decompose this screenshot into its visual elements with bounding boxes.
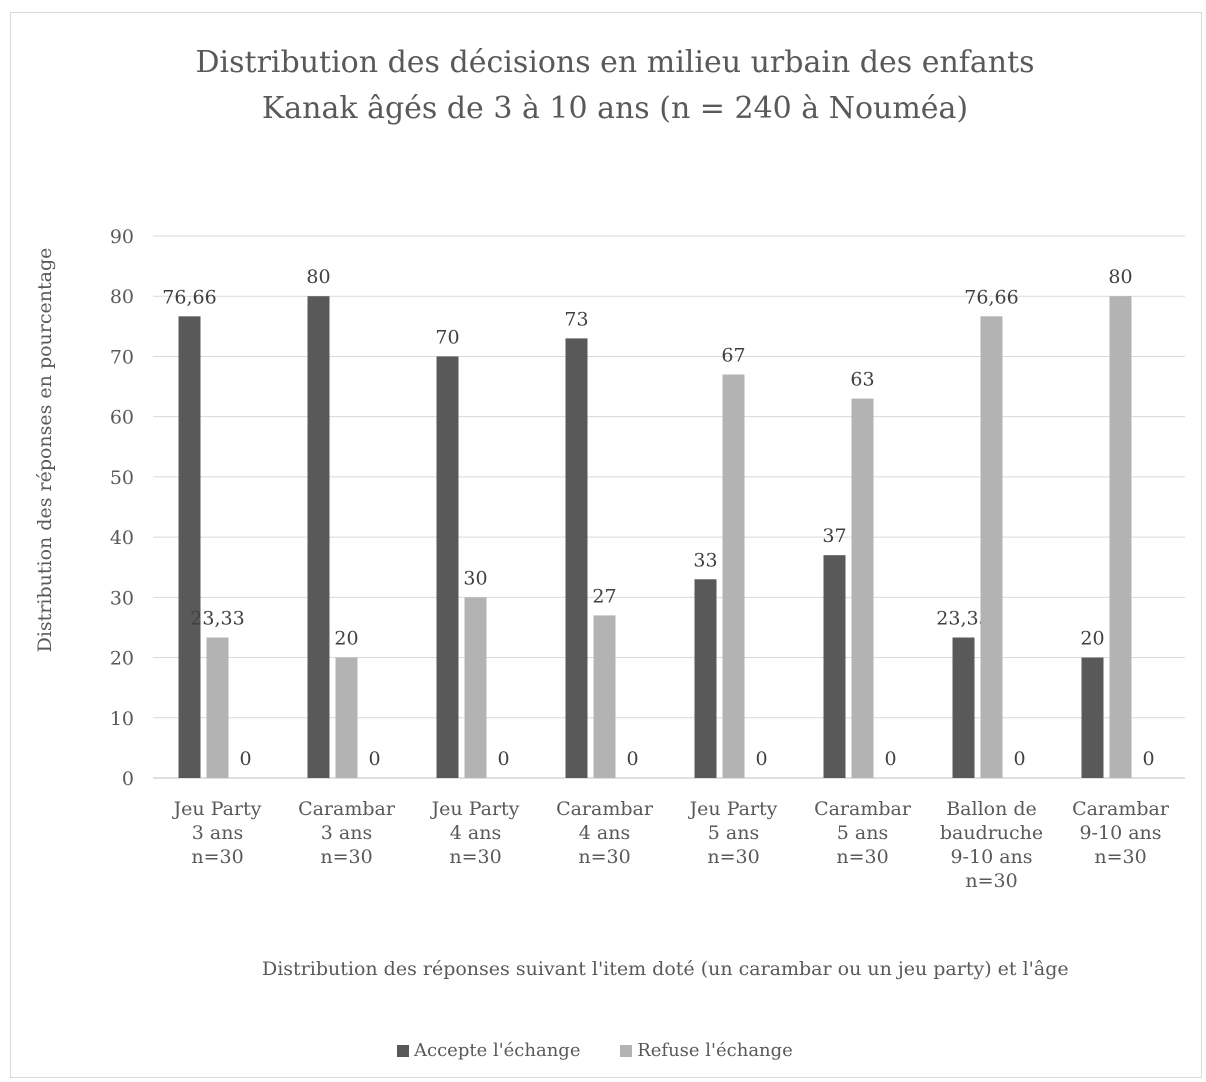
x-tick-label: n=30: [191, 846, 243, 868]
bar: [565, 338, 588, 778]
y-tick-label: 90: [110, 226, 134, 248]
chart-frame: [10, 12, 1202, 1078]
data-label: 0: [755, 748, 767, 770]
x-tick-label: Carambar: [1072, 798, 1170, 820]
bar: [178, 316, 201, 778]
x-tick-label: Jeu Party: [172, 798, 262, 820]
data-label: 0: [884, 748, 896, 770]
bar: [1109, 296, 1132, 778]
data-label: 20: [1080, 628, 1104, 650]
y-tick-label: 30: [110, 587, 134, 609]
y-tick-label: 0: [122, 768, 134, 790]
legend-label-refuse: Refuse l'échange: [637, 1040, 793, 1061]
bar: [694, 579, 717, 778]
x-tick-label: n=30: [707, 846, 759, 868]
legend: Accepte l'échange Refuse l'échange: [397, 1040, 827, 1061]
data-label: 33: [693, 549, 717, 571]
y-tick-label: 20: [110, 648, 134, 670]
bar: [335, 657, 358, 778]
data-label: 20: [334, 628, 358, 650]
bar: [823, 555, 846, 778]
x-tick-label: n=30: [836, 846, 888, 868]
x-tick-label: Carambar: [298, 798, 396, 820]
data-label: 23,33: [936, 608, 990, 630]
y-tick-label: 10: [110, 708, 134, 730]
bar: [593, 615, 616, 778]
y-tick-label: 50: [110, 467, 134, 489]
data-label: 23,33: [190, 608, 244, 630]
x-tick-label: n=30: [1094, 846, 1146, 868]
x-tick-label: 9-10 ans: [1079, 822, 1161, 844]
data-label: 0: [497, 748, 509, 770]
data-label: 67: [721, 345, 745, 367]
y-tick-label: 70: [110, 346, 134, 368]
legend-item-refuse: Refuse l'échange: [620, 1040, 793, 1061]
x-tick-label: baudruche: [940, 822, 1043, 844]
bar: [722, 374, 745, 778]
x-tick-label: n=30: [320, 846, 372, 868]
x-tick-label: Carambar: [814, 798, 912, 820]
data-label: 0: [626, 748, 638, 770]
x-tick-label: 5 ans: [837, 822, 888, 844]
x-axis-label: Distribution des réponses suivant l'item…: [262, 958, 1069, 980]
data-label: 63: [850, 369, 874, 391]
y-tick-label: 60: [110, 407, 134, 429]
legend-label-accepte: Accepte l'échange: [414, 1040, 581, 1061]
data-label: 37: [822, 525, 846, 547]
bar: [952, 637, 975, 778]
data-label: 0: [368, 748, 380, 770]
data-label: 73: [564, 308, 588, 330]
data-label: 80: [306, 266, 330, 288]
y-axis-label: Distribution des réponses en pourcentage: [34, 247, 56, 653]
legend-item-accepte: Accepte l'échange: [397, 1040, 580, 1061]
data-label: 0: [1142, 748, 1154, 770]
data-label: 76,66: [162, 286, 216, 308]
x-tick-label: n=30: [578, 846, 630, 868]
x-tick-label: 4 ans: [579, 822, 630, 844]
legend-swatch-accepte: [397, 1045, 409, 1057]
x-tick-label: Ballon de: [946, 798, 1037, 820]
data-label: 80: [1108, 266, 1132, 288]
x-tick-label: Jeu Party: [688, 798, 778, 820]
data-label: 70: [435, 326, 459, 348]
bar: [464, 597, 487, 778]
x-tick-label: Carambar: [556, 798, 654, 820]
chart-title-line-1: Distribution des décisions en milieu urb…: [195, 45, 1035, 80]
bar: [206, 637, 229, 778]
x-tick-label: 4 ans: [450, 822, 501, 844]
y-tick-label: 40: [110, 527, 134, 549]
data-label: 0: [239, 748, 251, 770]
bar: [851, 398, 874, 778]
y-tick-label: 80: [110, 286, 134, 308]
x-tick-label: n=30: [965, 870, 1017, 892]
bar: [436, 356, 459, 778]
bar: [307, 296, 330, 778]
x-tick-label: n=30: [449, 846, 501, 868]
bar: [1081, 657, 1104, 778]
bar: [980, 316, 1003, 778]
data-label: 30: [463, 567, 487, 589]
x-tick-label: 3 ans: [192, 822, 243, 844]
x-tick-label: 9-10 ans: [950, 846, 1032, 868]
x-tick-label: Jeu Party: [430, 798, 520, 820]
x-tick-label: 3 ans: [321, 822, 372, 844]
data-label: 27: [592, 585, 616, 607]
chart-title-line-2: Kanak âgés de 3 à 10 ans (n = 240 à Noum…: [261, 91, 969, 126]
data-label: 76,66: [964, 286, 1018, 308]
chart-title: Distribution des décisions en milieu urb…: [0, 40, 1206, 132]
legend-swatch-refuse: [620, 1045, 633, 1057]
x-tick-label: 5 ans: [708, 822, 759, 844]
data-label: 0: [1013, 748, 1025, 770]
